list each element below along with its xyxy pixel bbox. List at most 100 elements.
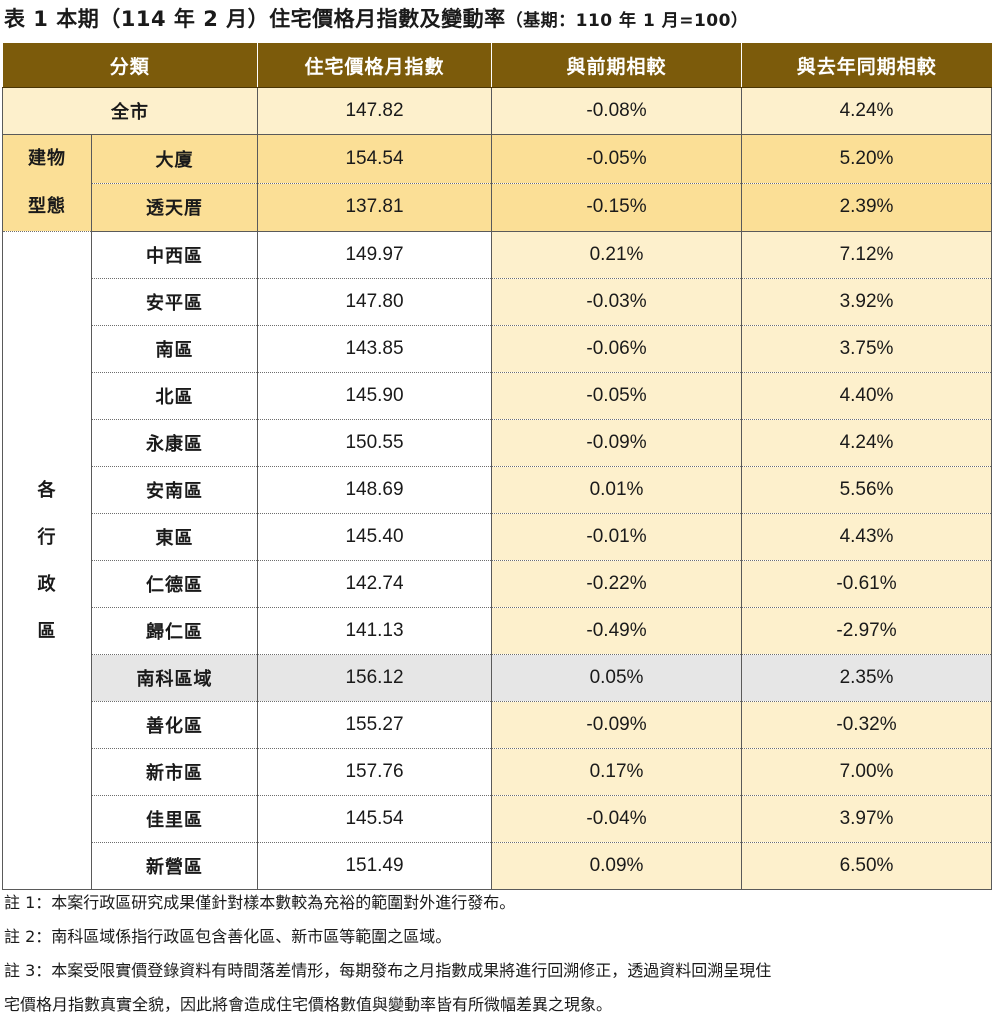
index-value: 141.13: [257, 607, 492, 655]
row-label: 仁德區: [90, 560, 258, 608]
yoy-value: -0.32%: [741, 701, 993, 749]
index-value: 148.69: [257, 466, 492, 514]
group-label-line: 行: [37, 526, 57, 548]
footnote-1: 註 1：本案行政區研究成果僅針對樣本數較為充裕的範圍對外進行發布。: [4, 893, 516, 912]
row-label: 佳里區: [90, 795, 258, 843]
mom-value: 0.17%: [491, 748, 742, 796]
table-row: 新營區 151.49 0.09% 6.50%: [3, 842, 993, 890]
row-label: 中西區: [90, 231, 258, 279]
table-row-all-city: 全市 147.82 -0.08% 4.24%: [1, 87, 993, 135]
housing-price-index-table: 分類 住宅價格月指數 與前期相較 與去年同期相較 全市 147.82 -0.08…: [1, 43, 993, 890]
group-label-line: 各: [37, 479, 57, 501]
group-label-line: 政: [37, 573, 57, 595]
mom-value: -0.15%: [491, 183, 742, 232]
group-label-districts: 各行政區: [2, 231, 92, 890]
footnote-3: 註 3：本案受限實價登錄資料有時間落差情形，每期發布之月指數成果將進行回溯修正，…: [4, 961, 772, 980]
mom-value: 0.09%: [491, 842, 742, 890]
yoy-value: 4.24%: [741, 419, 993, 467]
mom-value: -0.08%: [491, 87, 742, 135]
index-value: 155.27: [257, 701, 492, 749]
footnote-3-continued: 宅價格月指數真實全貌，因此將會造成住宅價格數值與變動率皆有所微幅差異之現象。: [4, 995, 613, 1014]
mom-value: -0.05%: [491, 134, 742, 184]
group-label-building-type: 建物 型態: [2, 134, 92, 232]
row-label: 北區: [90, 372, 258, 420]
yoy-value: 3.75%: [741, 325, 993, 373]
yoy-value: 3.97%: [741, 795, 993, 843]
row-label: 安平區: [90, 278, 258, 326]
yoy-value: 2.35%: [741, 654, 993, 702]
mom-value: -0.09%: [491, 419, 742, 467]
mom-value: 0.21%: [491, 231, 742, 279]
mom-value: -0.04%: [491, 795, 742, 843]
row-label: 安南區: [90, 466, 258, 514]
yoy-value: 4.40%: [741, 372, 993, 420]
header-index: 住宅價格月指數: [257, 43, 492, 88]
yoy-value: 6.50%: [741, 842, 993, 890]
header-mom: 與前期相較: [491, 43, 742, 88]
footnote-2: 註 2：南科區域係指行政區包含善化區、新市區等範圍之區域。: [4, 927, 452, 946]
table-row: 安南區 148.69 0.01% 5.56%: [3, 466, 993, 514]
row-label: 新市區: [90, 748, 258, 796]
mom-value: -0.03%: [491, 278, 742, 326]
mom-value: -0.06%: [491, 325, 742, 373]
mom-value: -0.05%: [491, 372, 742, 420]
yoy-value: -2.97%: [741, 607, 993, 655]
yoy-value: 4.24%: [741, 87, 993, 135]
index-value: 142.74: [257, 560, 492, 608]
table-row: 東區 145.40 -0.01% 4.43%: [3, 513, 993, 561]
row-label: 善化區: [90, 701, 258, 749]
yoy-value: 7.00%: [741, 748, 993, 796]
row-label: 東區: [90, 513, 258, 561]
index-value: 150.55: [257, 419, 492, 467]
index-value: 154.54: [257, 134, 492, 184]
table-title-main: 表 1 本期（114 年 2 月）住宅價格月指數及變動率: [4, 7, 506, 31]
row-label: 全市: [1, 87, 258, 135]
table-row: 永康區 150.55 -0.09% 4.24%: [3, 419, 993, 467]
table-row: 透天厝 137.81 -0.15% 2.39%: [3, 183, 993, 232]
group-label-line: 區: [37, 620, 57, 642]
row-label: 南科區域: [90, 654, 258, 702]
table-title: 表 1 本期（114 年 2 月）住宅價格月指數及變動率（基期：110 年 1 …: [4, 6, 748, 32]
index-value: 151.49: [257, 842, 492, 890]
header-row: 分類 住宅價格月指數 與前期相較 與去年同期相較: [2, 43, 992, 88]
index-value: 147.80: [257, 278, 492, 326]
mom-value: 0.01%: [491, 466, 742, 514]
table-row: 南區 143.85 -0.06% 3.75%: [3, 325, 993, 373]
mom-value: 0.05%: [491, 654, 742, 702]
table-title-base-period: （基期：110 年 1 月=100）: [505, 11, 749, 31]
group-label-line: 型態: [28, 196, 66, 217]
header-category: 分類: [2, 43, 258, 88]
index-value: 147.82: [257, 87, 492, 135]
mom-value: -0.22%: [491, 560, 742, 608]
yoy-value: -0.61%: [741, 560, 993, 608]
index-value: 156.12: [257, 654, 492, 702]
row-label: 大廈: [90, 134, 258, 184]
yoy-value: 7.12%: [741, 231, 993, 279]
index-value: 145.90: [257, 372, 492, 420]
yoy-value: 5.56%: [741, 466, 993, 514]
yoy-value: 5.20%: [741, 134, 993, 184]
table-row: 建物 型態 大廈 154.54 -0.05% 5.20%: [2, 134, 993, 232]
index-value: 145.40: [257, 513, 492, 561]
table-row: 仁德區 142.74 -0.22% -0.61%: [3, 560, 993, 608]
mom-value: -0.49%: [491, 607, 742, 655]
index-value: 157.76: [257, 748, 492, 796]
index-value: 143.85: [257, 325, 492, 373]
yoy-value: 2.39%: [741, 183, 993, 232]
mom-value: -0.01%: [491, 513, 742, 561]
index-value: 149.97: [257, 231, 492, 279]
mom-value: -0.09%: [491, 701, 742, 749]
group-label-line: 建物: [28, 148, 66, 169]
table-row: 歸仁區 141.13 -0.49% -2.97%: [3, 607, 993, 655]
footnotes: 註 1：本案行政區研究成果僅針對樣本數較為充裕的範圍對外進行發布。 註 2：南科…: [4, 886, 989, 1022]
index-value: 137.81: [257, 183, 492, 232]
header-yoy: 與去年同期相較: [741, 43, 992, 88]
row-label: 歸仁區: [90, 607, 258, 655]
table-row: 新市區 157.76 0.17% 7.00%: [3, 748, 993, 796]
row-label: 永康區: [90, 419, 258, 467]
table-row: 善化區 155.27 -0.09% -0.32%: [3, 701, 993, 749]
yoy-value: 4.43%: [741, 513, 993, 561]
table-body: 全市 147.82 -0.08% 4.24% 建物 型態 大廈 154.54 -0.05…: [1, 87, 993, 890]
yoy-value: 3.92%: [741, 278, 993, 326]
table-row: 北區 145.90 -0.05% 4.40%: [3, 372, 993, 420]
